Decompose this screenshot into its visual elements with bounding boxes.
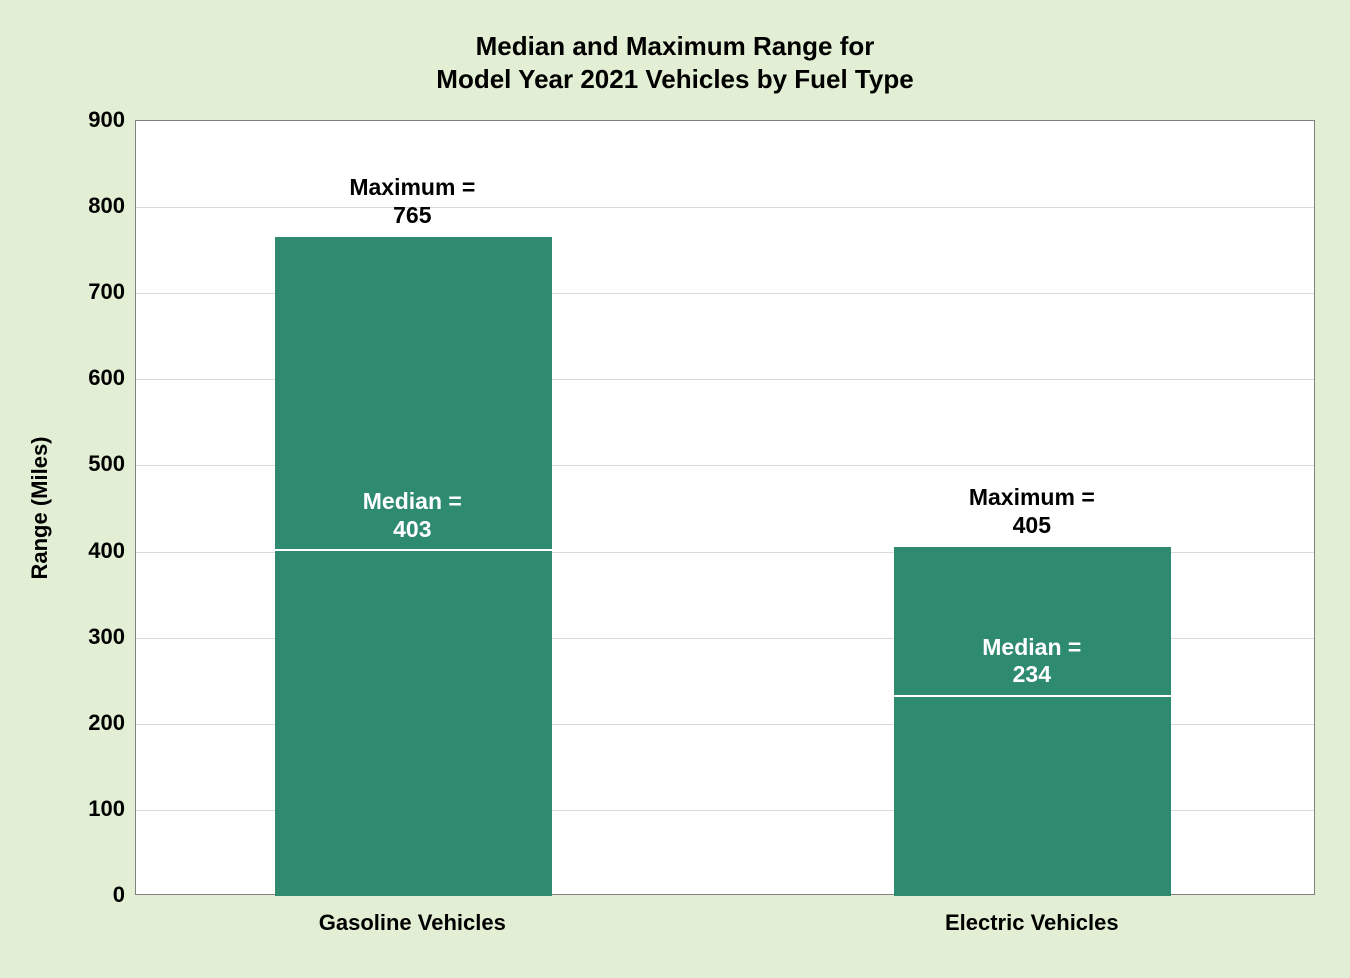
chart: Median and Maximum Range for Model Year …: [0, 0, 1350, 978]
median-line: [275, 549, 552, 551]
gridline: [136, 207, 1314, 208]
median-label: Median =403: [363, 488, 462, 543]
ytick-label: 0: [113, 882, 125, 908]
ytick-label: 100: [88, 796, 125, 822]
chart-title-line2: Model Year 2021 Vehicles by Fuel Type: [436, 64, 913, 94]
chart-title: Median and Maximum Range for Model Year …: [0, 30, 1350, 95]
median-line: [894, 695, 1171, 697]
xtick-label: Electric Vehicles: [945, 910, 1119, 936]
bar: [275, 237, 552, 896]
ytick-label: 700: [88, 279, 125, 305]
ytick-label: 500: [88, 451, 125, 477]
ytick-label: 400: [88, 538, 125, 564]
ytick-label: 200: [88, 710, 125, 736]
max-label: Maximum =765: [349, 174, 475, 229]
ytick-label: 300: [88, 624, 125, 650]
ytick-label: 600: [88, 365, 125, 391]
median-label: Median =234: [982, 634, 1081, 689]
bar: [894, 547, 1171, 896]
plot-area: [135, 120, 1315, 895]
ytick-label: 800: [88, 193, 125, 219]
ytick-label: 900: [88, 107, 125, 133]
chart-title-line1: Median and Maximum Range for: [476, 31, 875, 61]
y-axis-label: Range (Miles): [27, 436, 53, 579]
xtick-label: Gasoline Vehicles: [319, 910, 506, 936]
max-label: Maximum =405: [969, 484, 1095, 539]
